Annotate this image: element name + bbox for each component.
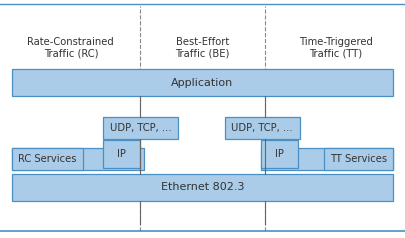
FancyBboxPatch shape (103, 140, 140, 168)
Text: RC Services: RC Services (18, 154, 77, 164)
FancyBboxPatch shape (103, 117, 178, 139)
FancyBboxPatch shape (225, 117, 300, 139)
Text: IP: IP (117, 149, 126, 159)
FancyBboxPatch shape (324, 148, 393, 170)
FancyBboxPatch shape (261, 140, 298, 168)
Text: Best-Effort
Traffic (BE): Best-Effort Traffic (BE) (175, 37, 230, 58)
FancyBboxPatch shape (12, 148, 144, 170)
FancyBboxPatch shape (12, 69, 393, 96)
Text: Rate-Constrained
Traffic (RC): Rate-Constrained Traffic (RC) (28, 37, 114, 58)
Text: Ethernet 802.3: Ethernet 802.3 (161, 182, 244, 193)
Text: IP: IP (275, 149, 284, 159)
Text: UDP, TCP, ...: UDP, TCP, ... (110, 123, 172, 133)
FancyBboxPatch shape (12, 174, 393, 201)
Text: UDP, TCP, ...: UDP, TCP, ... (231, 123, 293, 133)
Text: TT Services: TT Services (330, 154, 387, 164)
Text: Time-Triggered
Traffic (TT): Time-Triggered Traffic (TT) (299, 37, 373, 58)
Text: Application: Application (171, 78, 234, 88)
FancyBboxPatch shape (261, 148, 393, 170)
FancyBboxPatch shape (12, 148, 83, 170)
